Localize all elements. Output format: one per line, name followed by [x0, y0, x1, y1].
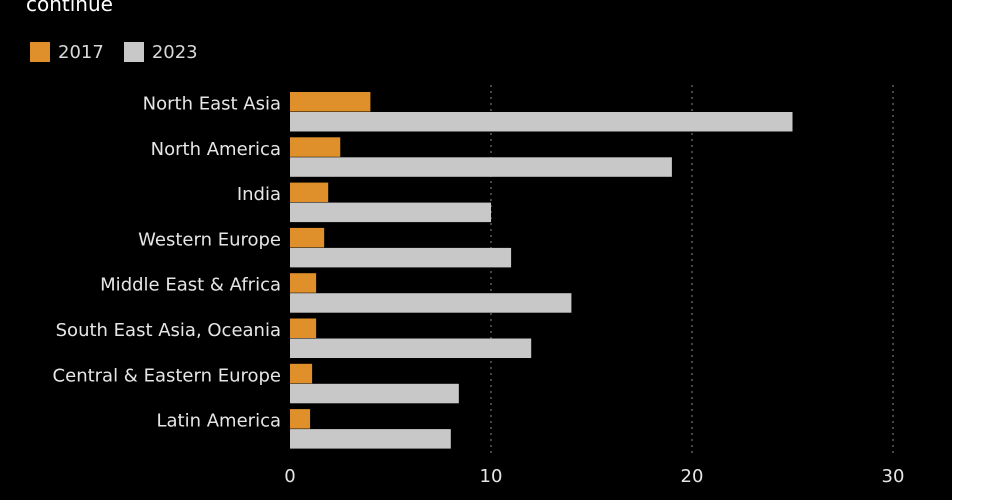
category-label-central-eastern-europe: Central & Eastern Europe — [53, 365, 281, 386]
bar-2023-india — [290, 202, 491, 223]
bar-2023-south-east-asia-oceania — [290, 338, 532, 358]
x-tick-label-30: 30 — [882, 466, 905, 487]
chart-title: continue — [26, 0, 113, 16]
legend-swatch-2023 — [123, 42, 144, 62]
category-label-north-east-asia: North East Asia — [143, 94, 281, 115]
bar-2017-middle-east-africa — [290, 273, 317, 293]
bar-2023-north-america — [290, 157, 672, 177]
category-label-middle-east-africa: Middle East & Africa — [100, 275, 281, 296]
chart-panel: continue 2017 2023 North East Asia North … — [0, 0, 952, 500]
bar-2023-north-east-asia — [290, 112, 793, 132]
bar-chart: North East Asia North America India Western… — [53, 85, 905, 487]
category-label-western-europe: Western Europe — [138, 229, 281, 250]
bar-2017-south-east-asia-oceania — [290, 318, 317, 338]
bar-2023-latin-america — [290, 429, 451, 449]
category-label-north-america: North America — [151, 139, 281, 160]
legend-label-2017: 2017 — [58, 41, 104, 63]
bar-2023-middle-east-africa — [290, 293, 572, 313]
bar-2017-north-east-asia — [290, 92, 371, 112]
legend-swatch-2017 — [30, 42, 50, 62]
legend-label-2023: 2023 — [151, 41, 198, 63]
category-label-south-east-asia-oceania: South East Asia, Oceania — [56, 320, 281, 341]
x-tick-label-10: 10 — [480, 466, 503, 487]
legend-item-2023: 2023 — [123, 41, 198, 63]
bar-2017-western-europe — [290, 227, 325, 248]
category-label-india: India — [237, 184, 281, 205]
bar-2017-north-america — [290, 137, 341, 157]
legend: 2017 2023 — [30, 40, 218, 64]
bar-2017-india — [290, 182, 329, 203]
bar-2017-latin-america — [290, 409, 311, 429]
bar-2017-central-eastern-europe — [290, 363, 313, 384]
bar-2023-central-eastern-europe — [290, 383, 459, 404]
legend-item-2017: 2017 — [30, 42, 104, 63]
x-tick-label-0: 0 — [284, 466, 295, 487]
category-label-latin-america: Latin America — [157, 411, 282, 432]
x-tick-label-20: 20 — [681, 466, 704, 487]
bar-2023-western-europe — [290, 247, 512, 268]
